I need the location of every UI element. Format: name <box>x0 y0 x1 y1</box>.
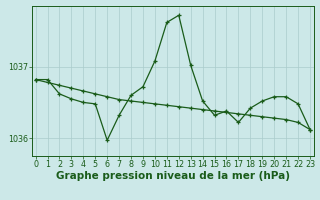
X-axis label: Graphe pression niveau de la mer (hPa): Graphe pression niveau de la mer (hPa) <box>56 171 290 181</box>
